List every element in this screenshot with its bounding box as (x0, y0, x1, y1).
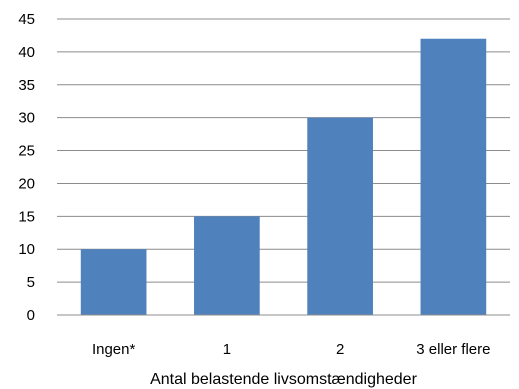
y-tick-label: 40 (18, 44, 35, 61)
x-tick-label: Ingen* (92, 341, 136, 358)
bar-1 (194, 216, 260, 315)
bar-0 (80, 249, 147, 315)
y-tick-label: 35 (18, 77, 35, 94)
x-tick-label: 3 eller flere (416, 341, 490, 358)
y-tick-label: 45 (18, 11, 35, 28)
x-tick-label: 2 (336, 341, 344, 358)
y-tick-label: 25 (18, 143, 35, 160)
x-tick-label: 1 (223, 341, 231, 358)
y-axis-ticks: 0 5 10 15 20 25 30 35 40 45 (18, 11, 35, 324)
bars (80, 38, 487, 316)
bar-2 (307, 117, 373, 316)
x-axis-title: Antal belastende livsomstændigheder (150, 371, 418, 388)
y-tick-label: 0 (27, 307, 35, 324)
bar-3 (420, 38, 487, 315)
y-tick-label: 30 (18, 110, 35, 127)
x-axis-ticks: Ingen* 1 2 3 eller flere (92, 341, 491, 358)
y-tick-label: 20 (18, 175, 35, 192)
y-tick-label: 15 (18, 208, 35, 225)
y-tick-label: 10 (18, 241, 35, 258)
y-tick-label: 5 (27, 274, 35, 291)
